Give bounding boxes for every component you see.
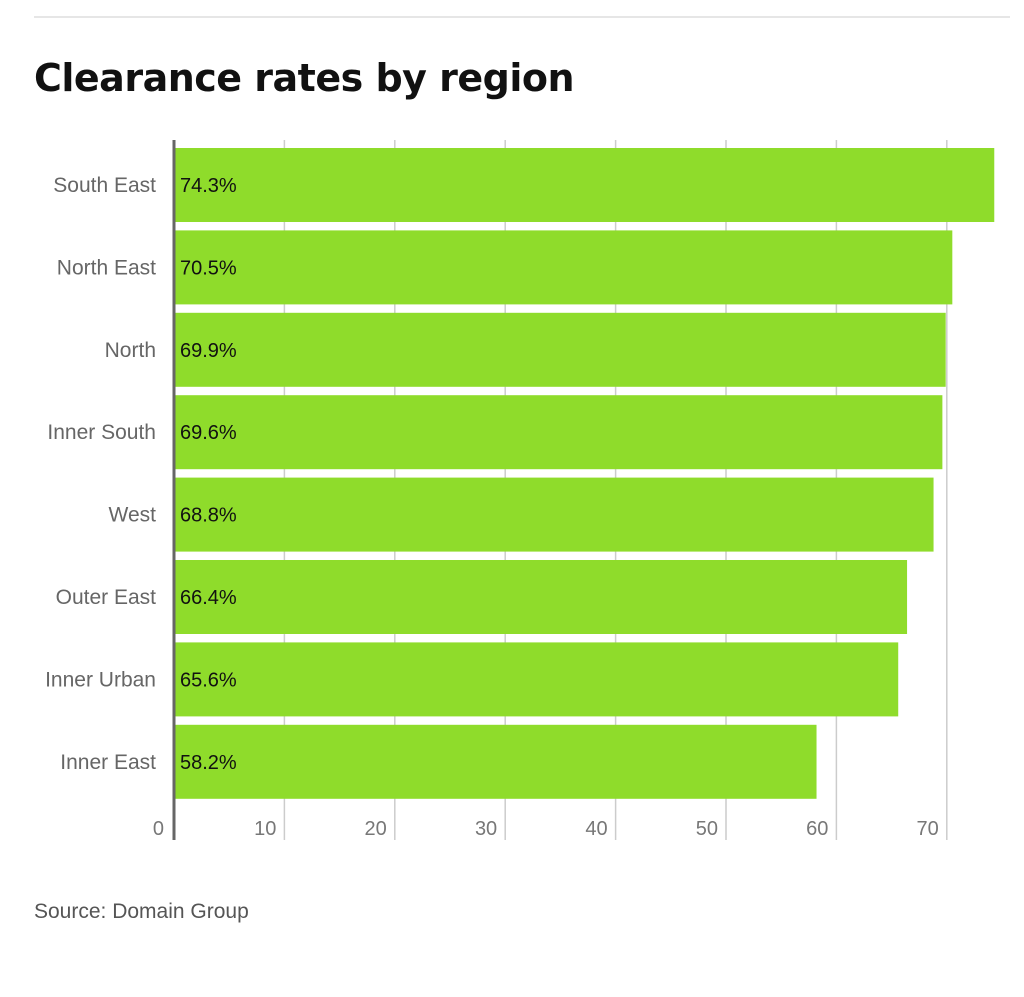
category-label: Inner Urban — [45, 668, 156, 691]
x-tick-label: 50 — [696, 818, 718, 840]
category-label: South East — [53, 174, 156, 197]
bar — [174, 230, 953, 305]
x-tick-label: 30 — [475, 818, 497, 840]
value-labels: 74.3% 70.5% 69.9% 69.6% 68.8% 66.4% 65.6% 58.2% — [180, 175, 237, 774]
category-label: Inner South — [47, 421, 156, 444]
x-tick-label: 10 — [254, 818, 276, 840]
category-label: North East — [57, 256, 156, 279]
x-tick-label: 0 — [153, 818, 164, 840]
bar — [174, 148, 995, 222]
value-label: 66.4% — [180, 587, 237, 609]
chart-title: Clearance rates by region — [34, 56, 575, 100]
category-label: West — [109, 504, 157, 527]
x-tick-label: 20 — [365, 818, 387, 840]
value-label: 70.5% — [180, 257, 237, 279]
value-label: 68.8% — [180, 505, 237, 527]
bar — [174, 477, 934, 552]
bars — [174, 148, 995, 799]
bar — [174, 560, 908, 634]
category-label: Outer East — [56, 586, 157, 609]
category-labels: South East North East North Inner South West… — [45, 174, 156, 774]
value-label: 69.6% — [180, 422, 237, 444]
x-tick-label: 70 — [917, 818, 939, 840]
top-divider — [34, 16, 1010, 18]
category-label: North — [105, 339, 156, 362]
x-tick-label: 60 — [806, 818, 828, 840]
x-axis-ticks: 0 10 20 30 40 50 60 70 — [153, 818, 939, 840]
bar-chart: South East North East North Inner South West… — [45, 140, 995, 840]
bar — [174, 395, 943, 470]
value-label: 65.6% — [180, 669, 237, 691]
value-label: 74.3% — [180, 175, 237, 197]
bar — [174, 642, 899, 717]
x-tick-label: 40 — [585, 818, 607, 840]
value-label: 58.2% — [180, 752, 237, 774]
bar — [174, 312, 946, 387]
bar — [174, 724, 817, 799]
value-label: 69.9% — [180, 340, 237, 362]
category-label: Inner East — [60, 751, 156, 774]
source-note: Source: Domain Group — [34, 900, 249, 923]
